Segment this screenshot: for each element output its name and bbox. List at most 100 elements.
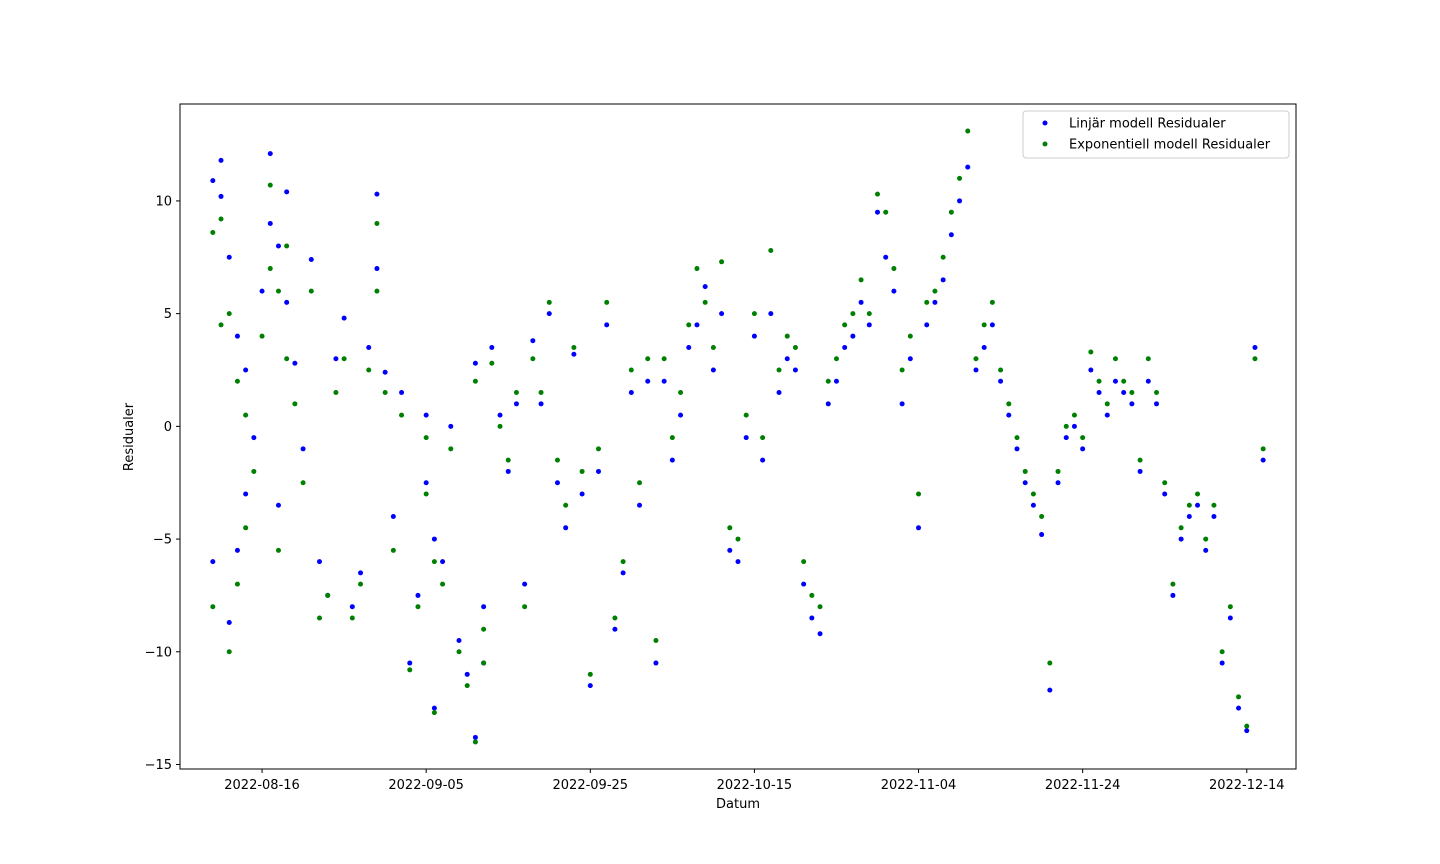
data-point xyxy=(341,356,347,362)
data-point xyxy=(1039,532,1045,538)
plot-area xyxy=(180,104,1296,769)
data-point xyxy=(563,502,569,508)
data-point xyxy=(1006,401,1012,407)
data-point xyxy=(374,220,380,226)
data-point xyxy=(1178,536,1184,542)
data-point xyxy=(579,491,585,497)
data-point xyxy=(546,299,552,305)
data-point xyxy=(760,435,766,441)
data-point xyxy=(628,390,634,396)
y-tick-label: −5 xyxy=(153,533,172,548)
data-point xyxy=(891,288,897,294)
data-point xyxy=(481,604,487,610)
data-point xyxy=(267,266,273,272)
y-tick-label: 10 xyxy=(155,194,172,209)
data-point xyxy=(1195,491,1201,497)
data-point xyxy=(251,468,257,474)
data-point xyxy=(989,322,995,328)
data-point xyxy=(423,491,429,497)
data-point xyxy=(612,626,618,632)
data-point xyxy=(456,638,462,644)
data-point xyxy=(284,299,290,305)
data-point xyxy=(325,592,331,598)
data-point xyxy=(1055,480,1061,486)
data-point xyxy=(308,257,314,263)
data-point xyxy=(292,360,298,366)
data-point xyxy=(423,412,429,418)
data-point xyxy=(1022,468,1028,474)
data-point xyxy=(210,178,216,184)
data-point xyxy=(1030,502,1036,508)
data-point xyxy=(727,547,733,553)
data-point xyxy=(234,547,240,553)
data-point xyxy=(333,356,339,362)
data-point xyxy=(1219,649,1225,655)
data-point xyxy=(784,333,790,339)
data-point xyxy=(1236,705,1242,711)
y-axis: −15 −10 −5 0 5 10 xyxy=(145,194,180,773)
data-point xyxy=(579,468,585,474)
legend-marker-linear xyxy=(1042,120,1048,126)
data-point xyxy=(694,322,700,328)
data-point xyxy=(349,604,355,610)
data-point xyxy=(751,311,757,317)
data-point xyxy=(792,344,798,350)
data-point xyxy=(825,378,831,384)
data-point xyxy=(530,356,536,362)
data-point xyxy=(275,547,281,553)
data-point xyxy=(1186,502,1192,508)
data-point xyxy=(776,390,782,396)
data-point xyxy=(1071,412,1077,418)
data-point xyxy=(850,311,856,317)
data-point xyxy=(719,259,725,265)
series-exponential xyxy=(210,128,1266,745)
legend: Linjär modell Residualer Exponentiell mo… xyxy=(1022,110,1290,159)
data-point xyxy=(817,631,823,637)
data-point xyxy=(620,559,626,565)
data-point xyxy=(809,592,815,598)
data-point xyxy=(489,360,495,366)
data-point xyxy=(1129,390,1135,396)
data-point xyxy=(858,299,864,305)
data-point xyxy=(866,311,872,317)
data-point xyxy=(374,266,380,272)
data-point xyxy=(1154,401,1159,407)
data-point xyxy=(243,367,249,373)
x-tick-label: 2022-09-25 xyxy=(553,778,629,793)
data-point xyxy=(1121,390,1127,396)
data-point xyxy=(275,288,281,294)
data-point xyxy=(768,311,774,317)
data-point xyxy=(440,581,446,587)
data-point xyxy=(1096,378,1102,384)
data-point xyxy=(1227,615,1233,621)
data-point xyxy=(694,266,700,272)
data-point xyxy=(1104,401,1110,407)
data-point xyxy=(801,559,807,565)
data-point xyxy=(399,412,405,418)
data-point xyxy=(801,581,807,587)
data-point xyxy=(907,333,913,339)
data-point xyxy=(218,157,224,163)
data-point xyxy=(932,299,938,305)
data-point xyxy=(374,288,380,294)
data-point xyxy=(1211,502,1217,508)
data-point xyxy=(916,491,922,497)
data-point xyxy=(743,435,749,441)
data-point xyxy=(957,198,963,204)
data-point xyxy=(218,193,224,199)
data-point xyxy=(226,619,232,625)
data-point xyxy=(317,559,322,565)
data-point xyxy=(628,367,634,373)
data-point xyxy=(899,401,905,407)
data-point xyxy=(407,667,413,673)
data-point xyxy=(883,254,889,260)
data-point xyxy=(637,480,643,486)
data-point xyxy=(645,378,651,384)
data-point xyxy=(431,705,437,711)
data-point xyxy=(1121,378,1127,384)
data-point xyxy=(358,581,364,587)
data-point xyxy=(431,559,437,565)
data-point xyxy=(1186,514,1192,520)
data-point xyxy=(530,338,536,344)
data-point xyxy=(366,367,372,373)
